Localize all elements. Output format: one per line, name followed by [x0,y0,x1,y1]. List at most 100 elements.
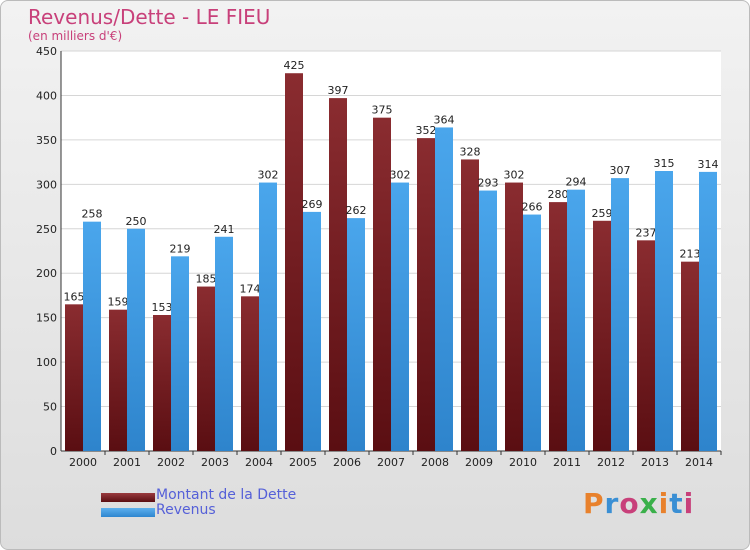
data-label-revenus: 364 [434,113,455,126]
y-tick-label: 450 [36,45,57,58]
logo-letter: i [658,487,670,520]
data-label-revenus: 293 [478,177,499,190]
bar-dette [461,159,479,451]
bar-revenus [611,178,629,451]
data-label-revenus: 307 [610,164,631,177]
bar-dette [417,138,435,451]
logo-letter: P [583,487,605,520]
x-tick-label: 2013 [641,456,669,469]
data-label-revenus: 302 [390,169,411,182]
bar-dette [681,261,699,451]
logo-letter: t [669,487,684,520]
bar-revenus [171,256,189,451]
legend-swatch-dette [101,493,155,502]
data-label-revenus: 219 [170,242,191,255]
data-label-dette: 153 [152,301,173,314]
x-tick-label: 2003 [201,456,229,469]
logo-letter: o [619,487,640,520]
bar-dette [549,202,567,451]
logo-letter: x [639,487,659,520]
bar-dette [153,315,171,451]
bar-revenus [699,171,717,451]
data-label-dette: 375 [372,104,393,117]
data-label-dette: 185 [196,273,217,286]
bar-revenus [479,190,497,452]
x-tick-label: 2007 [377,456,405,469]
data-label-revenus: 262 [346,204,367,217]
data-label-revenus: 258 [82,208,103,221]
data-label-revenus: 241 [214,223,235,236]
bar-revenus [523,214,541,451]
proxiti-logo: Proxiti [583,487,694,520]
x-tick-label: 2001 [113,456,141,469]
bar-dette [373,117,391,452]
bar-dette [197,286,215,451]
data-label-dette: 280 [548,188,569,201]
bar-dette [241,296,259,451]
y-tick-label: 50 [43,401,57,414]
data-label-dette: 302 [504,169,525,182]
bar-revenus [655,171,673,451]
bar-revenus [347,218,365,451]
data-label-dette: 397 [328,84,349,97]
x-tick-label: 2004 [245,456,273,469]
legend-swatch-revenus [101,508,155,517]
data-label-dette: 328 [460,145,481,158]
bar-dette [593,220,611,451]
data-label-revenus: 269 [302,198,323,211]
bar-dette [329,98,347,451]
x-tick-label: 2000 [69,456,97,469]
bar-revenus [127,228,145,451]
y-tick-label: 0 [50,445,57,458]
logo-letter: r [604,487,620,520]
data-label-dette: 259 [592,207,613,220]
x-tick-label: 2006 [333,456,361,469]
logo-letter: i [683,487,695,520]
bar-revenus [259,182,277,452]
data-label-revenus: 302 [258,169,279,182]
bar-revenus [567,189,585,451]
bar-dette [637,240,655,451]
x-tick-label: 2010 [509,456,537,469]
chart-title: Revenus/Dette - LE FIEU [28,5,271,29]
y-tick-label: 150 [36,312,57,325]
bar-dette [505,182,523,452]
y-tick-label: 350 [36,134,57,147]
y-tick-label: 400 [36,89,57,102]
bar-revenus [303,211,321,451]
bar-dette [65,304,83,451]
legend-label-dette: Montant de la Dette [156,487,297,503]
data-label-revenus: 266 [522,201,543,214]
x-tick-label: 2012 [597,456,625,469]
x-tick-label: 2005 [289,456,317,469]
data-label-revenus: 250 [126,215,147,228]
x-tick-label: 2002 [157,456,185,469]
data-label-dette: 237 [636,226,657,239]
y-tick-label: 250 [36,223,57,236]
legend-label-revenus: Revenus [156,502,216,518]
y-tick-label: 200 [36,267,57,280]
y-tick-label: 100 [36,356,57,369]
data-label-revenus: 315 [654,157,675,170]
data-label-dette: 174 [240,282,261,295]
bar-revenus [391,182,409,452]
bar-dette [109,309,127,451]
data-label-revenus: 314 [698,158,719,171]
bar-revenus [83,221,101,451]
bar-dette [285,73,303,451]
data-label-dette: 165 [64,290,85,303]
bar-revenus [435,127,453,451]
data-label-dette: 159 [108,296,129,309]
data-label-dette: 213 [680,248,701,261]
x-tick-label: 2009 [465,456,493,469]
x-tick-label: 2014 [685,456,713,469]
data-label-dette: 425 [284,59,305,72]
x-tick-label: 2011 [553,456,581,469]
y-tick-label: 300 [36,178,57,191]
data-label-dette: 352 [416,124,437,137]
data-label-revenus: 294 [566,176,587,189]
bar-revenus [215,236,233,451]
x-tick-label: 2008 [421,456,449,469]
